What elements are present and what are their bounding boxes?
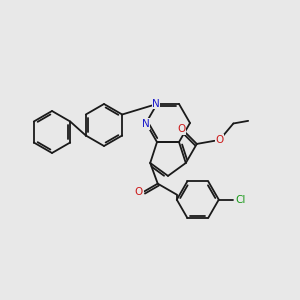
Text: N: N [142, 119, 150, 129]
Text: N: N [152, 99, 160, 109]
Text: Cl: Cl [236, 195, 246, 205]
Text: O: O [177, 124, 185, 134]
Text: O: O [135, 187, 143, 196]
Text: O: O [215, 135, 223, 145]
